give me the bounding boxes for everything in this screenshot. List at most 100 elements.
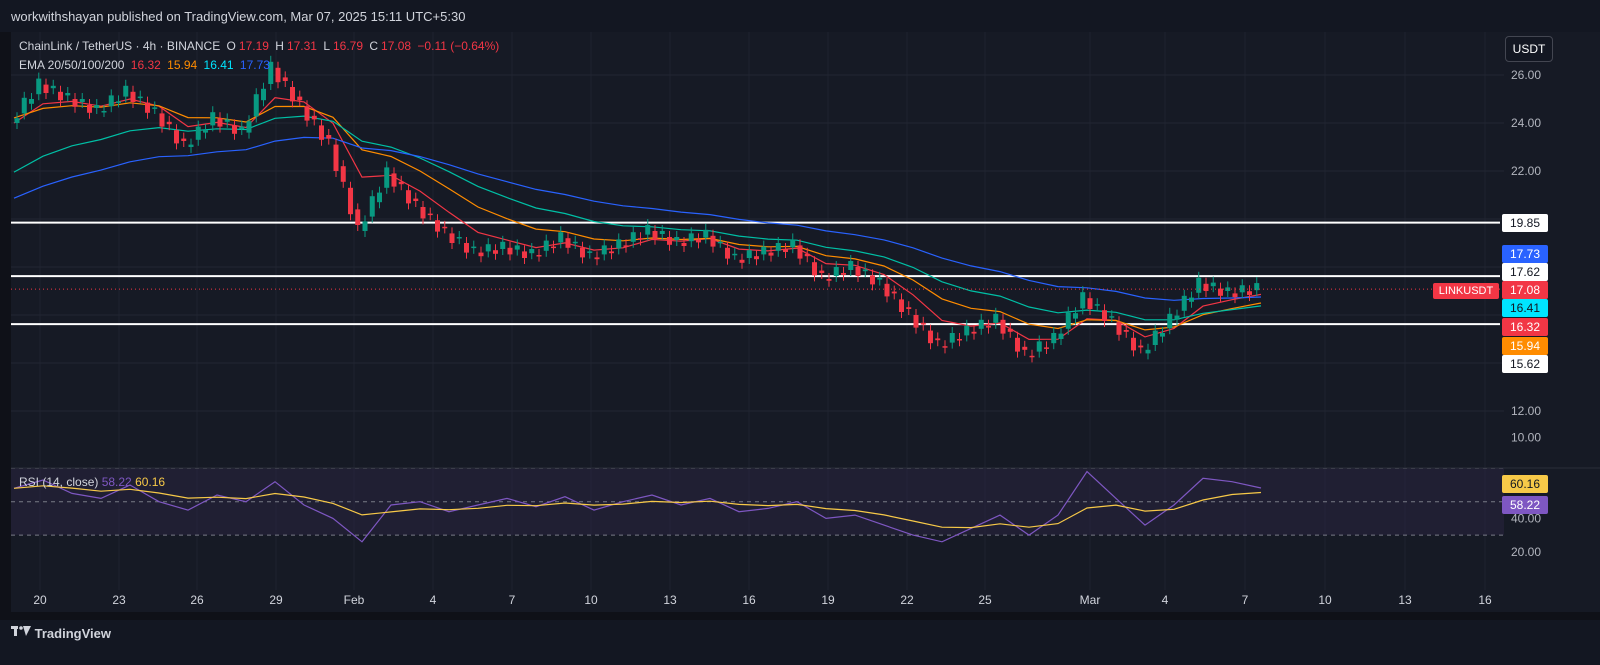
candle-body xyxy=(297,96,303,101)
x-tick-label: 10 xyxy=(1318,593,1332,607)
candle-body xyxy=(1087,298,1093,309)
symbol-name[interactable]: ChainLink / TetherUS · 4h · BINANCE xyxy=(19,39,221,53)
candle-body xyxy=(232,125,237,134)
candle-body xyxy=(507,247,513,255)
candle-body xyxy=(667,237,672,245)
price-tag: 19.85 xyxy=(1502,214,1548,232)
publish-bar: workwithshayan published on TradingView.… xyxy=(0,0,1600,32)
candle-body xyxy=(754,256,759,260)
footer xyxy=(0,620,1600,665)
candle-body xyxy=(275,67,281,83)
candle-body xyxy=(1167,313,1173,329)
currency-button[interactable]: USDT xyxy=(1505,36,1553,62)
rsi-y-tick-label: 20.00 xyxy=(1511,545,1541,559)
ema50-line xyxy=(13,102,1262,331)
ema200-value: 17.73 xyxy=(239,58,270,72)
candle-body xyxy=(652,231,658,239)
candle-body xyxy=(725,247,730,259)
candle-body xyxy=(1065,312,1071,329)
candle-body xyxy=(674,237,680,240)
candle-body xyxy=(181,138,187,141)
candle-body xyxy=(1145,349,1151,354)
y-tick-label: 12.00 xyxy=(1511,404,1541,418)
candle-body xyxy=(797,245,803,259)
candle-body xyxy=(703,229,709,238)
candle-body xyxy=(790,239,796,248)
candle-body xyxy=(1109,316,1115,318)
candle-body xyxy=(746,250,752,258)
candle-body xyxy=(268,61,274,84)
price-tag: 17.62 xyxy=(1502,263,1548,281)
x-tick-label: Mar xyxy=(1080,593,1101,607)
candle-body xyxy=(761,246,767,255)
x-tick-label: 25 xyxy=(978,593,992,607)
candle-body xyxy=(645,225,651,235)
candle-body xyxy=(464,243,469,253)
price-tag: 16.41 xyxy=(1502,299,1548,317)
candle-body xyxy=(391,173,397,187)
candle-body xyxy=(913,315,919,328)
candle-body xyxy=(188,144,194,147)
x-tick-label: 19 xyxy=(821,593,835,607)
candle-body xyxy=(355,209,361,225)
candle-body xyxy=(609,251,614,254)
low-label: L xyxy=(323,39,330,53)
candle-body xyxy=(1094,304,1100,306)
candle-body xyxy=(739,259,745,263)
candle-body xyxy=(420,207,426,219)
candle-body xyxy=(957,339,962,341)
candle-body xyxy=(21,97,27,114)
x-tick-label: 20 xyxy=(33,593,47,607)
tradingview-logo-icon xyxy=(11,626,31,641)
candle-body xyxy=(340,166,346,182)
symbol-legend: ChainLink / TetherUS · 4h · BINANCE O 17.… xyxy=(19,39,502,53)
candle-body xyxy=(253,94,259,117)
ema100-line xyxy=(13,115,1262,321)
candle-body xyxy=(920,322,926,325)
candle-body xyxy=(891,291,897,294)
candle-body xyxy=(442,226,448,229)
candle-body xyxy=(710,235,716,247)
candle-body xyxy=(36,78,42,95)
tradingview-brand[interactable]: TradingView xyxy=(11,626,111,641)
candle-body xyxy=(696,239,701,243)
candle-body xyxy=(1203,283,1209,291)
high-label: H xyxy=(275,39,284,53)
candle-body xyxy=(971,331,977,334)
candle-body xyxy=(493,250,498,254)
candle-body xyxy=(587,251,593,253)
ema-label[interactable]: EMA 20/50/100/200 xyxy=(19,58,125,72)
candle-body xyxy=(935,338,941,341)
rsi-line xyxy=(13,470,1262,543)
candle-body xyxy=(217,118,223,127)
candle-body xyxy=(427,213,433,216)
candle-body xyxy=(783,249,788,252)
y-tick-label: 24.00 xyxy=(1511,116,1541,130)
candle-body xyxy=(1051,333,1057,344)
candle-body xyxy=(108,95,114,107)
candle-body xyxy=(261,88,266,101)
ema200-line xyxy=(13,136,1262,301)
candle-body xyxy=(137,96,143,99)
candle-body xyxy=(1102,310,1107,321)
candle-body xyxy=(1254,283,1260,291)
candle-body xyxy=(377,192,382,203)
candle-body xyxy=(101,111,107,113)
candle-body xyxy=(210,112,216,126)
candle-body xyxy=(906,307,912,309)
rsi-label[interactable]: RSI (14, close) xyxy=(19,475,99,489)
candle-body xyxy=(580,247,585,258)
x-tick-label: 4 xyxy=(430,593,437,607)
candle-body xyxy=(94,105,100,108)
candle-body xyxy=(1247,291,1252,295)
candle-body xyxy=(398,181,404,185)
price-tag: 17.73 xyxy=(1502,245,1548,263)
candle-body xyxy=(326,135,332,139)
candle-body xyxy=(623,245,629,247)
candle-body xyxy=(732,253,738,256)
candle-body xyxy=(471,246,477,249)
candle-body xyxy=(1073,313,1078,319)
candle-body xyxy=(14,118,20,123)
candle-body xyxy=(529,249,535,254)
